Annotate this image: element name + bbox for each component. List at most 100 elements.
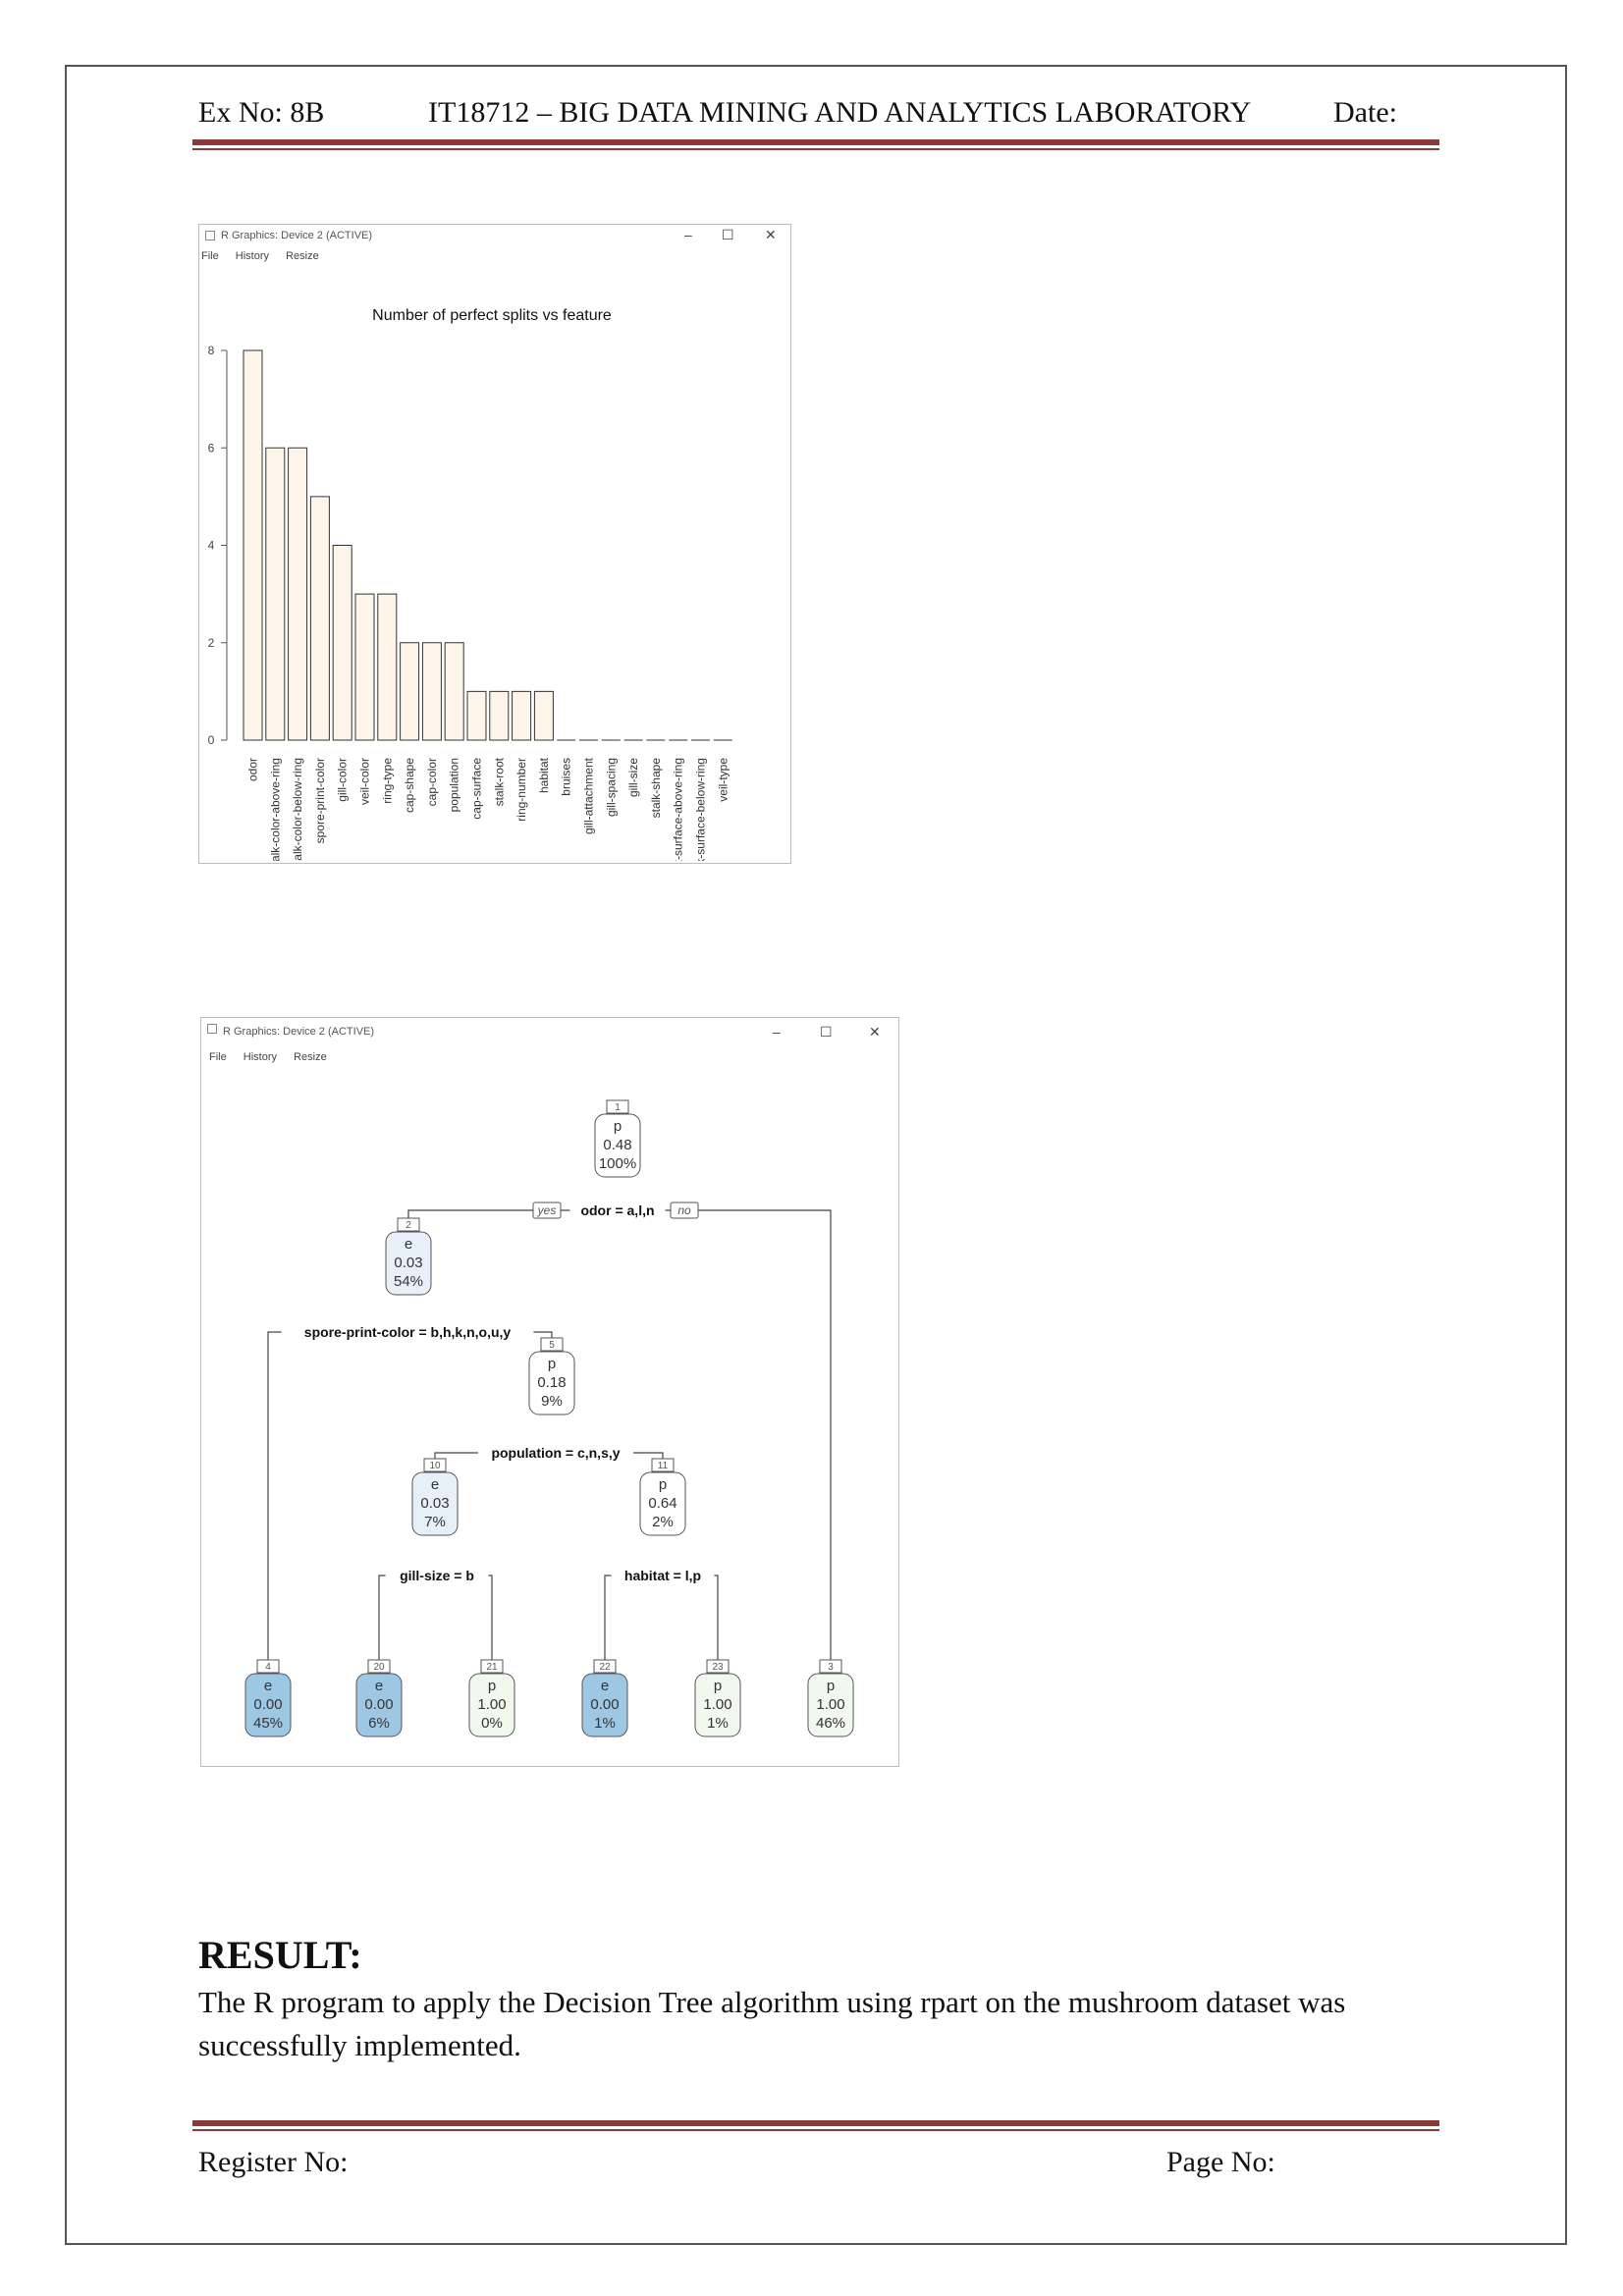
close-button[interactable]: ✕ (765, 227, 777, 242)
node-probability: 0.00 (364, 1696, 393, 1713)
node-number-box (256, 1659, 280, 1674)
tree-node-3: 3 p 1.00 46% (807, 1659, 854, 1737)
menu-resize[interactable]: Resize (286, 250, 319, 262)
split-label: odor = a,l,n (580, 1202, 654, 1218)
footer-rule (192, 2120, 1439, 2131)
window-titlebar: R Graphics: Device 2 (ACTIVE) – ☐ ✕ (201, 1018, 898, 1040)
y-tick-label: 2 (208, 636, 215, 650)
header-rule (192, 139, 1439, 150)
node-percent: 1% (707, 1715, 729, 1732)
node-number-box (593, 1659, 617, 1674)
node-percent: 2% (652, 1514, 674, 1530)
maximize-button[interactable]: ☐ (820, 1024, 833, 1040)
node-number: 11 (658, 1461, 669, 1471)
node-percent: 46% (816, 1715, 845, 1732)
course-title: IT18712 – BIG DATA MINING AND ANALYTICS … (428, 96, 1252, 129)
tree-node-5: 5 p 0.18 9% (528, 1337, 575, 1415)
split-label: habitat = l,p (624, 1568, 701, 1583)
bar-stalk-root (489, 690, 510, 741)
node-number: 3 (828, 1662, 834, 1673)
node-number-box (651, 1458, 675, 1472)
yes-tag-box (532, 1201, 562, 1219)
x-tick-label-stalk-surface-above-ring: stalk-surface-above-ring (672, 758, 685, 861)
x-tick-label-gill-size: gill-size (626, 758, 640, 797)
node-percent: 6% (368, 1715, 390, 1732)
x-tick-label-gill-spacing: gill-spacing (604, 758, 618, 817)
node-number-box (367, 1659, 391, 1674)
bar-habitat (533, 690, 554, 741)
tree-node-23: 23 p 1.00 1% (694, 1659, 741, 1737)
x-tick-label-gill-color: gill-color (336, 758, 350, 802)
tree-node-21: 21 p 1.00 0% (468, 1659, 515, 1737)
node-number-box (480, 1659, 504, 1674)
window-menubar: File History Resize (209, 1051, 341, 1063)
node-box (468, 1673, 515, 1737)
window-menubar: File History Resize (201, 250, 333, 262)
node-class: e (264, 1678, 272, 1694)
split-label-bg (281, 1322, 534, 1340)
tree-node-22: 22 e 0.00 1% (581, 1659, 628, 1737)
bar-stalk-color-below-ring (288, 447, 308, 741)
node-number-box (706, 1659, 730, 1674)
menu-history[interactable]: History (235, 250, 270, 262)
node-probability: 1.00 (477, 1696, 506, 1713)
branch-11 (604, 1575, 719, 1660)
bar-veil-color (354, 593, 375, 741)
page-border (65, 65, 1567, 2245)
node-number-box (819, 1659, 842, 1674)
node-probability: 0.00 (253, 1696, 282, 1713)
chart-title: Number of perfect splits vs feature (372, 307, 612, 324)
split-label-bg (569, 1201, 666, 1218)
node-percent: 7% (424, 1514, 446, 1530)
bar-stalk-color-above-ring (265, 447, 286, 741)
x-tick-label-ring-number: ring-number (514, 758, 528, 822)
x-tick-label-gill-attachment: gill-attachment (582, 757, 596, 834)
split-label: population = c,n,s,y (491, 1445, 620, 1461)
maximize-button[interactable]: ☐ (722, 227, 734, 242)
node-probability: 0.03 (420, 1495, 449, 1512)
tree-node-10: 10 e 0.03 7% (411, 1458, 459, 1536)
split-label: gill-size = b (400, 1568, 474, 1583)
menu-file[interactable]: File (201, 250, 219, 262)
x-tick-label-stalk-surface-below-ring: stalk-surface-below-ring (694, 758, 708, 861)
x-tick-label-stalk-color-above-ring: stalk-color-above-ring (268, 758, 282, 861)
node-number-box (423, 1458, 447, 1472)
node-class: p (488, 1678, 496, 1694)
node-number: 22 (599, 1662, 611, 1673)
bar-cap-color (421, 642, 442, 741)
r-graphics-window-tree: R Graphics: Device 2 (ACTIVE) – ☐ ✕ File… (200, 1017, 899, 1767)
y-tick-label: 6 (208, 441, 215, 454)
node-box (581, 1673, 628, 1737)
result-heading: RESULT: (198, 1933, 362, 1977)
node-number: 10 (429, 1461, 441, 1471)
x-tick-label-cap-color: cap-color (425, 758, 439, 806)
x-tick-label-habitat: habitat (537, 757, 551, 793)
x-tick-label-bruises: bruises (560, 758, 573, 796)
node-number: 5 (549, 1340, 555, 1351)
y-tick-label: 0 (208, 733, 215, 747)
menu-file[interactable]: File (209, 1051, 227, 1063)
minimize-button[interactable]: – (684, 227, 692, 242)
node-number-box (397, 1217, 420, 1232)
page-number-label: Page No: (1166, 2146, 1275, 2178)
node-class: p (614, 1118, 622, 1135)
bar-cap-surface (466, 690, 487, 741)
minimize-button[interactable]: – (773, 1024, 781, 1040)
y-tick-label: 4 (208, 539, 215, 553)
menu-resize[interactable]: Resize (294, 1051, 327, 1063)
node-percent: 1% (594, 1715, 616, 1732)
x-tick-label-stalk-shape: stalk-shape (649, 758, 663, 819)
node-class: e (405, 1236, 412, 1253)
node-percent: 54% (394, 1273, 423, 1290)
node-box (411, 1471, 459, 1536)
node-probability: 0.64 (648, 1495, 676, 1512)
y-tick-label: 8 (208, 344, 215, 357)
split-label: spore-print-color = b,h,k,n,o,u,y (304, 1324, 512, 1340)
bar-spore-print-color (309, 496, 330, 741)
close-button[interactable]: ✕ (869, 1024, 881, 1040)
branch-2 (267, 1331, 553, 1660)
x-tick-label-veil-type: veil-type (716, 758, 730, 802)
menu-history[interactable]: History (243, 1051, 278, 1063)
node-number-box (540, 1337, 564, 1352)
x-tick-label-veil-color: veil-color (358, 758, 372, 805)
